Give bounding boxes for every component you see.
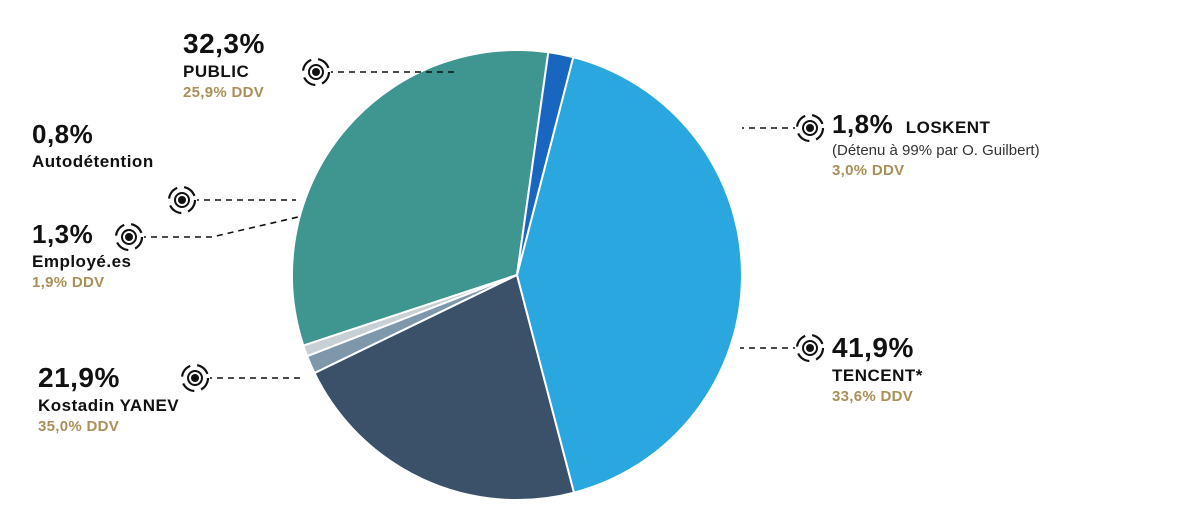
tencent-name: TENCENT* (832, 366, 923, 385)
yanev-ddv: 35,0% DDV (38, 418, 119, 435)
emp-name: Employé.es (32, 252, 132, 271)
target-icon (180, 363, 210, 393)
label-public: 32,3% PUBLIC 25,9% DDV (183, 26, 265, 103)
yanev-percent: 21,9% (38, 362, 120, 393)
label-emp: 1,3% Employé.es 1,9% DDV (32, 218, 132, 293)
leader-emp (129, 217, 298, 237)
emp-ddv: 1,9% DDV (32, 274, 104, 291)
loskent-sub: (Détenu à 99% par O. Guilbert) (832, 142, 1040, 159)
auto-percent: 0,8% (32, 119, 93, 149)
label-yanev: 21,9% Kostadin YANEV 35,0% DDV (38, 360, 179, 437)
target-icon (167, 185, 197, 215)
loskent-percent: 1,8% (832, 109, 893, 139)
pie-svg (0, 0, 1200, 526)
label-tencent: 41,9% TENCENT* 33,6% DDV (832, 330, 923, 407)
target-icon (301, 57, 331, 87)
yanev-name: Kostadin YANEV (38, 396, 179, 415)
public-ddv: 25,9% DDV (183, 84, 264, 101)
public-name: PUBLIC (183, 62, 249, 81)
tencent-percent: 41,9% (832, 332, 914, 363)
shareholding-pie-chart: 32,3% PUBLIC 25,9% DDV 0,8% Autodétentio… (0, 0, 1200, 526)
label-auto: 0,8% Autodétention (32, 118, 154, 173)
tencent-ddv: 33,6% DDV (832, 388, 913, 405)
pie-slices (292, 50, 742, 500)
auto-name: Autodétention (32, 152, 154, 171)
emp-percent: 1,3% (32, 219, 93, 249)
target-icon (795, 113, 825, 143)
loskent-ddv: 3,0% DDV (832, 162, 904, 179)
public-percent: 32,3% (183, 28, 265, 59)
label-loskent: 1,8% LOSKENT (Détenu à 99% par O. Guilbe… (832, 108, 1040, 181)
loskent-name: LOSKENT (906, 118, 991, 137)
target-icon (795, 333, 825, 363)
